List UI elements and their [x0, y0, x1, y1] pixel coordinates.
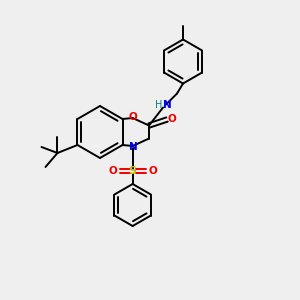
Text: N: N — [129, 142, 138, 152]
Text: H: H — [155, 100, 163, 110]
Text: O: O — [168, 113, 176, 124]
Text: O: O — [128, 112, 137, 122]
Text: N: N — [163, 100, 171, 110]
Text: O: O — [148, 166, 157, 176]
Text: S: S — [129, 166, 136, 176]
Text: O: O — [108, 166, 117, 176]
